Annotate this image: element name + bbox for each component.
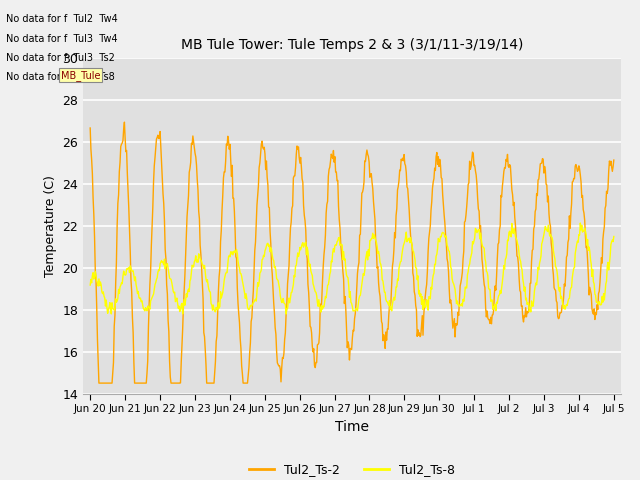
Text: No data for f  Tul3  Ts2: No data for f Tul3 Ts2: [6, 53, 115, 63]
Text: No data for f  Tul3  Tw4: No data for f Tul3 Tw4: [6, 34, 118, 44]
Title: MB Tule Tower: Tule Temps 2 & 3 (3/1/11-3/19/14): MB Tule Tower: Tule Temps 2 & 3 (3/1/11-…: [181, 38, 523, 52]
Legend: Tul2_Ts-2, Tul2_Ts-8: Tul2_Ts-2, Tul2_Ts-8: [244, 458, 460, 480]
X-axis label: Time: Time: [335, 420, 369, 433]
Text: No data for f  Tul3  Ts8: No data for f Tul3 Ts8: [6, 72, 115, 82]
Y-axis label: Temperature (C): Temperature (C): [44, 175, 57, 276]
Text: No data for f  Tul2  Tw4: No data for f Tul2 Tw4: [6, 14, 118, 24]
Text: MB_Tule: MB_Tule: [61, 70, 100, 81]
